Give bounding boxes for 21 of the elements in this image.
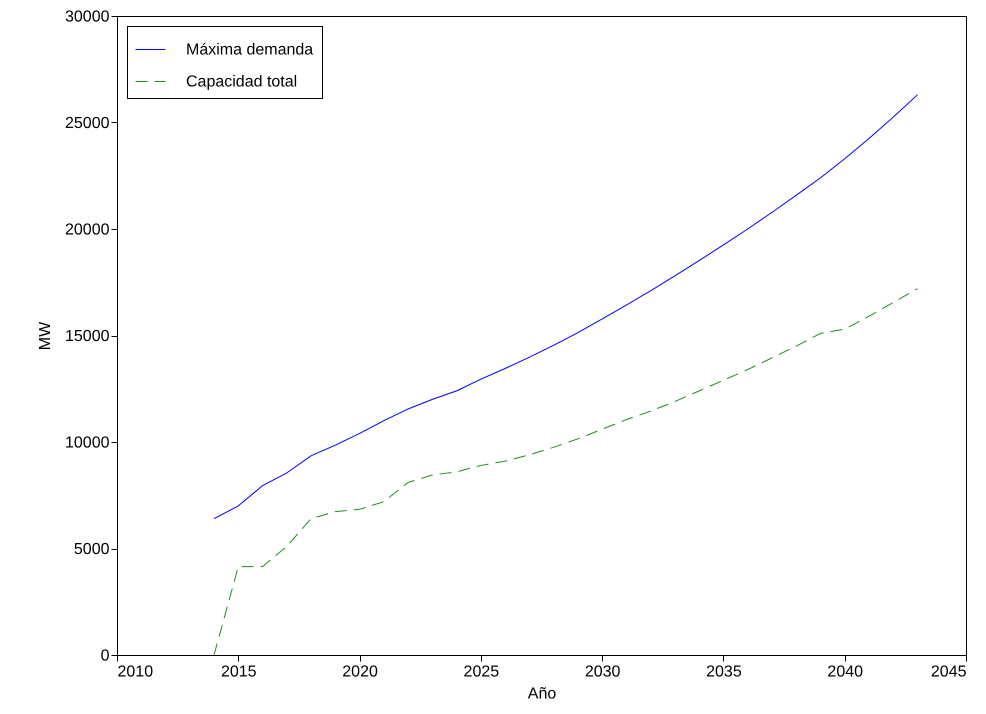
x-tick-label: 2025 xyxy=(464,664,500,680)
x-tick-label: 2020 xyxy=(342,664,378,680)
line-series xyxy=(214,94,918,520)
y-tick-label: 30000 xyxy=(65,8,110,26)
x-tick-label: 2015 xyxy=(220,664,257,680)
y-tick-label: 25000 xyxy=(65,115,110,132)
x-tick-label: 2040 xyxy=(827,664,864,680)
x-tick-label: 2030 xyxy=(584,664,621,680)
x-tick-label: 2045 xyxy=(930,664,967,680)
y-tick-label: 10000 xyxy=(65,434,110,452)
y-tick-label: 20000 xyxy=(65,222,110,238)
y-tick-label: 5000 xyxy=(74,541,110,558)
x-axis-title: Año xyxy=(528,686,556,702)
legend-label: Máxima demanda xyxy=(186,42,314,58)
y-tick-label: 15000 xyxy=(65,328,110,345)
y-tick-label: 0 xyxy=(100,648,110,664)
x-tick-label: 2035 xyxy=(706,664,742,680)
x-tick-label: 2010 xyxy=(118,664,154,680)
legend-label: Capacidad total xyxy=(186,74,298,90)
y-axis-title: MW xyxy=(37,320,54,350)
line-series xyxy=(214,288,918,656)
